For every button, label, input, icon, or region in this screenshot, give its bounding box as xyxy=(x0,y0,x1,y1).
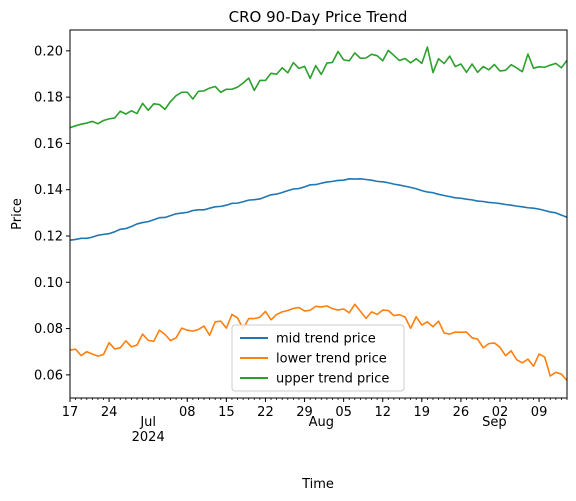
x-axis-label: Time xyxy=(301,477,334,492)
x-tick-label: 26 xyxy=(453,405,470,420)
x-year-label: 2024 xyxy=(132,430,165,445)
y-axis: 0.06 0.08 0.10 0.12 0.14 0.16 0.18 0.20 xyxy=(34,44,70,383)
x-tick-label: 15 xyxy=(218,405,235,420)
x-tick-label: 12 xyxy=(374,405,391,420)
y-tick-label: 0.12 xyxy=(34,229,63,244)
series-line-2 xyxy=(70,47,567,128)
y-axis-label: Price xyxy=(10,198,25,230)
y-tick-label: 0.10 xyxy=(34,276,63,291)
x-tick-label: 09 xyxy=(531,405,548,420)
legend-label: lower trend price xyxy=(276,352,387,367)
x-tick-label: 05 xyxy=(335,405,352,420)
x-tick-label: 22 xyxy=(257,405,274,420)
legend-label: mid trend price xyxy=(276,332,376,347)
x-month-label: Aug xyxy=(309,415,334,430)
y-tick-label: 0.16 xyxy=(34,137,63,152)
x-tick-label: 08 xyxy=(179,405,196,420)
x-month-label: Jul xyxy=(139,415,156,430)
y-tick-label: 0.18 xyxy=(34,91,63,106)
x-month-label: Sep xyxy=(482,415,507,430)
series-line-0 xyxy=(70,179,567,240)
y-tick-label: 0.20 xyxy=(34,44,63,59)
chart-title: CRO 90-Day Price Trend xyxy=(229,8,408,26)
x-tick-label: 24 xyxy=(101,405,118,420)
x-tick-label: 17 xyxy=(62,405,79,420)
x-tick-label: 19 xyxy=(414,405,431,420)
legend-label: upper trend price xyxy=(276,372,389,387)
y-tick-label: 0.14 xyxy=(34,183,63,198)
legend: mid trend price lower trend price upper tr… xyxy=(232,325,404,391)
y-tick-label: 0.06 xyxy=(34,368,63,383)
y-tick-label: 0.08 xyxy=(34,322,63,337)
